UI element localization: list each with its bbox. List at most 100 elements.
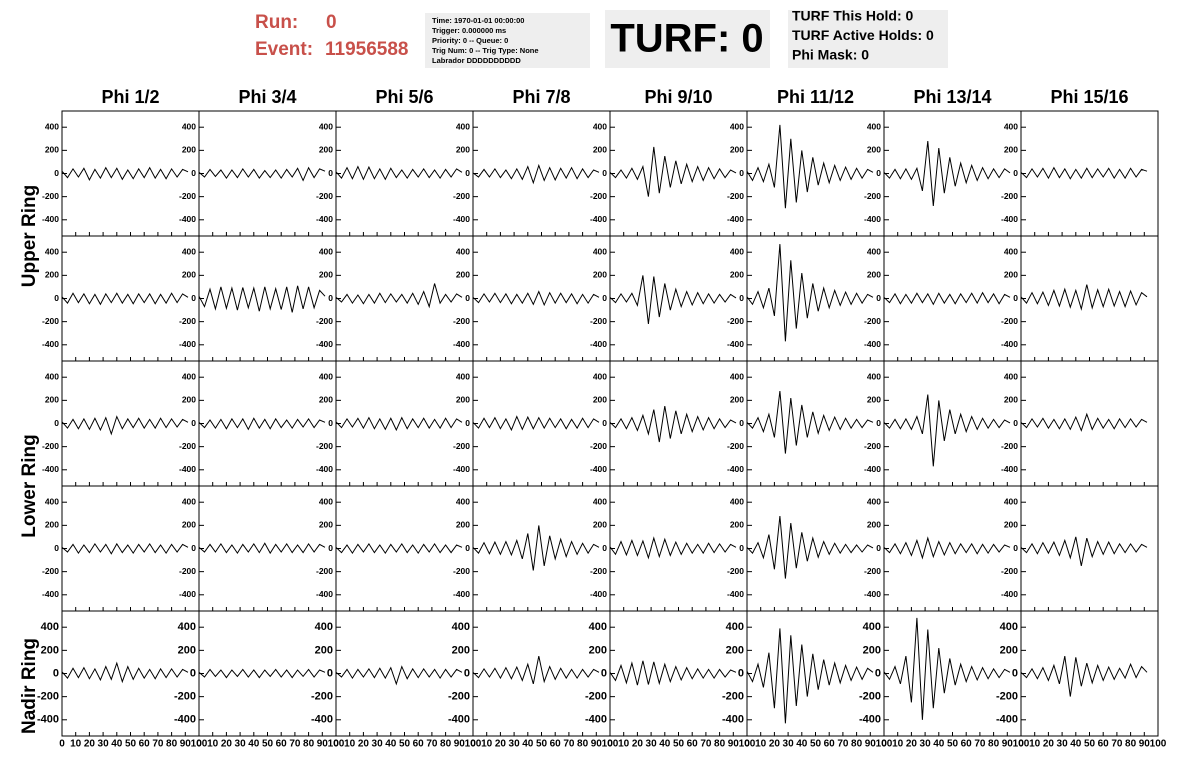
y-tick-label: 200: [182, 145, 196, 155]
y-tick-label: -400: [996, 714, 1018, 726]
y-tick-label: -200: [727, 441, 744, 451]
y-tick-label: 200: [456, 395, 470, 405]
waveform: [883, 617, 1011, 720]
y-tick-label: -200: [316, 441, 333, 451]
turf-box: [605, 10, 770, 68]
x-tick-label: 100: [739, 739, 756, 750]
y-tick-label: -400: [590, 339, 607, 349]
x-tick-label: 0: [333, 739, 339, 750]
x-tick-label: 70: [563, 739, 575, 750]
y-tick-label: -400: [316, 464, 333, 474]
y-tick-label: -200: [722, 691, 744, 703]
y-tick-label: -200: [179, 191, 196, 201]
y-tick-label: -200: [37, 691, 59, 703]
y-tick-label: 200: [182, 520, 196, 530]
waveform: [883, 394, 1011, 467]
x-tick-label: 50: [810, 739, 822, 750]
waveform: [198, 166, 326, 182]
y-tick-label: 400: [182, 371, 196, 381]
y-tick-label: 0: [601, 667, 607, 679]
y-tick-label: -200: [864, 191, 881, 201]
x-tick-label: 10: [618, 739, 630, 750]
y-tick-label: 0: [53, 667, 59, 679]
y-tick-label: -400: [590, 589, 607, 599]
y-tick-label: 400: [730, 121, 744, 131]
y-tick-label: 400: [456, 496, 470, 506]
y-tick-label: 400: [1004, 121, 1018, 131]
x-tick-label: 90: [454, 739, 466, 750]
y-tick-label: 400: [730, 371, 744, 381]
y-tick-label: -200: [727, 191, 744, 201]
waveform: [609, 406, 737, 443]
x-tick-label: 20: [906, 739, 918, 750]
x-tick-label: 50: [673, 739, 685, 750]
y-tick-label: 200: [315, 644, 333, 656]
y-tick-label: 200: [867, 270, 881, 280]
x-tick-label: 80: [440, 739, 452, 750]
y-tick-label: -400: [174, 714, 196, 726]
y-tick-label: 0: [191, 418, 196, 428]
y-tick-label: -400: [859, 714, 881, 726]
y-tick-label: 0: [1013, 543, 1018, 553]
y-tick-label: -400: [448, 714, 470, 726]
column-title: Phi 13/14: [913, 87, 991, 107]
y-tick-label: 400: [593, 496, 607, 506]
x-tick-label: 40: [659, 739, 671, 750]
x-tick-label: 100: [1150, 739, 1167, 750]
waveform: [61, 166, 189, 182]
x-tick-label: 0: [607, 739, 613, 750]
x-tick-label: 90: [865, 739, 877, 750]
column-title: Phi 1/2: [101, 87, 159, 107]
waveform: [1020, 536, 1148, 566]
y-tick-label: -400: [864, 464, 881, 474]
y-tick-label: 200: [1004, 145, 1018, 155]
y-tick-label: -400: [727, 214, 744, 224]
y-tick-label: 200: [45, 520, 59, 530]
y-tick-label: -400: [179, 214, 196, 224]
y-tick-label: 200: [867, 145, 881, 155]
y-tick-label: 200: [593, 395, 607, 405]
y-tick-label: -200: [179, 441, 196, 451]
waveform: [61, 415, 189, 436]
y-tick-label: 200: [863, 644, 881, 656]
x-tick-label: 80: [303, 739, 315, 750]
y-tick-label: -200: [590, 566, 607, 576]
info-line: Trigger: 0.000000 ms: [432, 26, 506, 35]
column-title: Phi 11/12: [777, 87, 854, 107]
y-tick-label: 200: [726, 644, 744, 656]
waveform: [609, 536, 737, 560]
y-tick-label: 400: [315, 621, 333, 633]
y-tick-label: 400: [45, 246, 59, 256]
y-tick-label: 0: [191, 293, 196, 303]
y-tick-label: 200: [1004, 520, 1018, 530]
y-tick-label: 0: [739, 543, 744, 553]
y-tick-label: -200: [590, 441, 607, 451]
y-tick-label: -400: [42, 339, 59, 349]
x-tick-label: 80: [1125, 739, 1137, 750]
x-tick-label: 100: [602, 739, 619, 750]
x-tick-label: 50: [1084, 739, 1096, 750]
y-tick-label: 0: [465, 168, 470, 178]
y-tick-label: 0: [190, 667, 196, 679]
x-tick-label: 0: [744, 739, 750, 750]
y-tick-label: 400: [41, 621, 59, 633]
y-tick-label: 400: [863, 621, 881, 633]
x-tick-label: 30: [1057, 739, 1069, 750]
x-tick-label: 60: [276, 739, 288, 750]
y-tick-label: 0: [328, 168, 333, 178]
x-tick-label: 60: [824, 739, 836, 750]
y-tick-label: 200: [456, 145, 470, 155]
y-tick-label: 0: [465, 293, 470, 303]
waveform: [746, 516, 874, 579]
waveform: [335, 165, 463, 181]
x-tick-label: 20: [84, 739, 96, 750]
y-tick-label: -400: [42, 464, 59, 474]
x-tick-label: 40: [385, 739, 397, 750]
y-tick-label: 200: [1004, 395, 1018, 405]
y-tick-label: 400: [730, 246, 744, 256]
column-title: Phi 3/4: [238, 87, 296, 107]
y-tick-label: -200: [727, 316, 744, 326]
x-tick-label: 60: [1098, 739, 1110, 750]
y-tick-label: -400: [42, 589, 59, 599]
waveform: [198, 417, 326, 431]
